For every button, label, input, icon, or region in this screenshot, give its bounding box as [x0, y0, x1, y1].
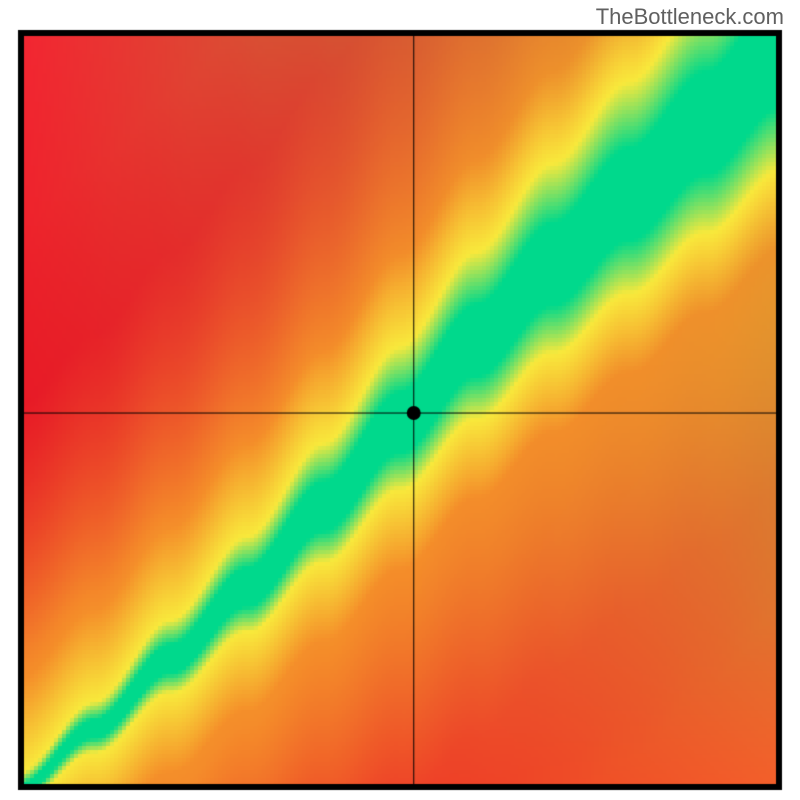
bottleneck-heatmap: [0, 0, 800, 800]
watermark-text: TheBottleneck.com: [596, 4, 784, 30]
chart-root: { "watermark": { "text": "TheBottleneck.…: [0, 0, 800, 800]
